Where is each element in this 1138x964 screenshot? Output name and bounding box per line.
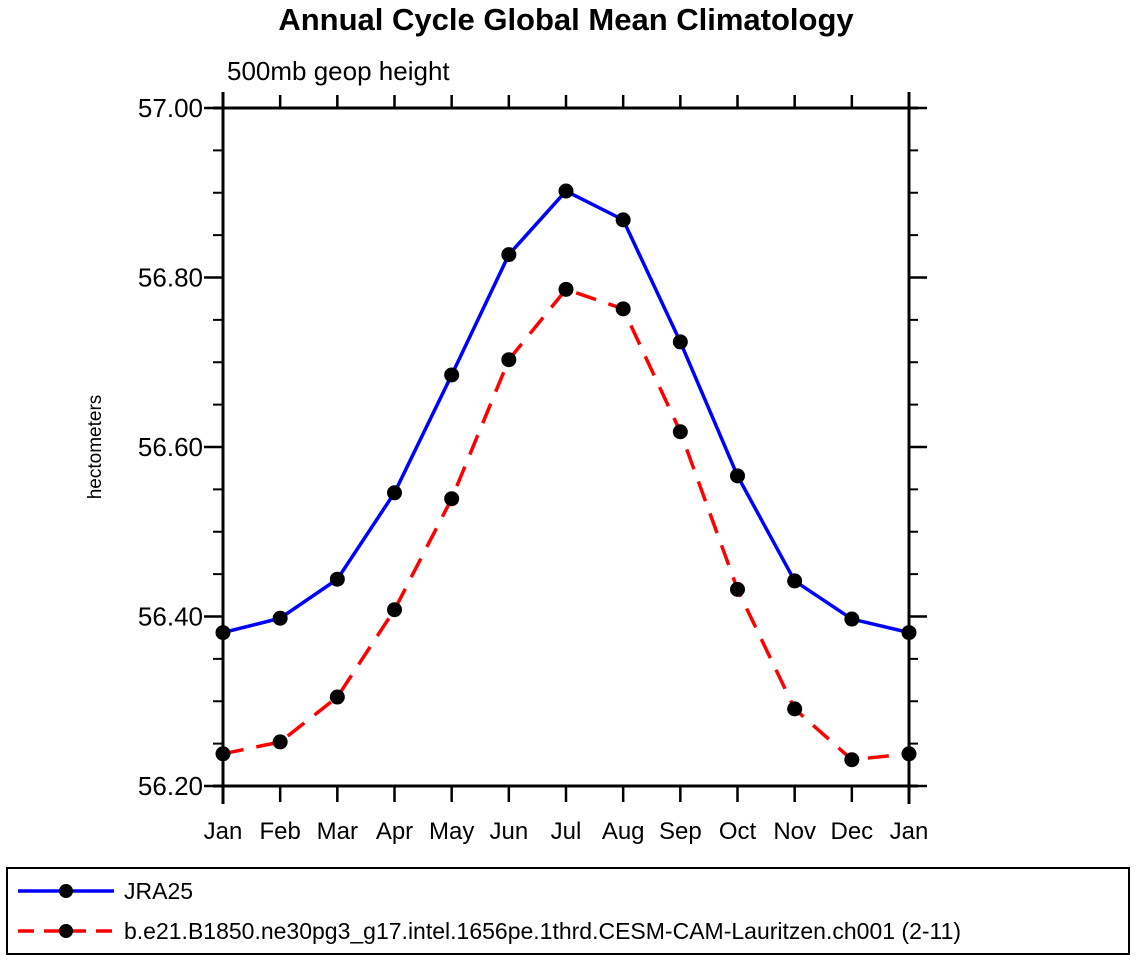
x-tick-label: Oct xyxy=(719,818,757,845)
x-tick-label: Apr xyxy=(376,818,413,845)
y-tick-label: 56.80 xyxy=(138,263,203,293)
data-point-marker xyxy=(387,602,402,618)
x-tick-label: Jul xyxy=(551,818,582,845)
data-point-marker xyxy=(558,281,574,297)
legend-dashed-line-sample xyxy=(18,924,114,938)
data-point-marker xyxy=(615,212,631,228)
legend-marker xyxy=(59,884,73,898)
x-tick-label: Dec xyxy=(830,818,873,845)
legend-marker xyxy=(59,924,73,938)
data-point-marker xyxy=(501,247,517,263)
x-tick-label: Feb xyxy=(259,818,300,845)
chart-title: Annual Cycle Global Mean Climatology xyxy=(278,2,854,37)
legend-item-jra25: JRA25 xyxy=(16,873,1128,909)
data-point-marker xyxy=(901,625,917,641)
x-tick-label: Nov xyxy=(773,818,816,845)
x-tick-label: Jun xyxy=(489,818,528,845)
legend-item-cesm: b.e21.B1850.ne30pg3_g17.intel.1656pe.1th… xyxy=(16,913,1128,949)
y-tick-label: 57.00 xyxy=(138,93,203,123)
data-point-marker xyxy=(215,746,231,762)
data-point-marker xyxy=(730,468,745,484)
legend-label-cesm: b.e21.B1850.ne30pg3_g17.intel.1656pe.1th… xyxy=(124,917,962,944)
y-tick-label: 56.20 xyxy=(138,771,203,801)
data-point-marker xyxy=(558,183,574,199)
data-point-marker xyxy=(444,367,460,383)
data-point-marker xyxy=(615,301,631,317)
data-point-marker xyxy=(901,746,917,762)
data-point-marker xyxy=(215,625,231,641)
data-point-marker xyxy=(672,334,688,350)
chart-subtitle: 500mb geop height xyxy=(227,56,450,86)
data-point-marker xyxy=(272,734,288,750)
x-tick-label: Jan xyxy=(204,818,243,845)
data-point-marker xyxy=(501,352,517,368)
x-tick-label: May xyxy=(429,818,474,845)
x-tick-label: Jan xyxy=(890,818,929,845)
y-tick-label: 56.60 xyxy=(138,432,203,462)
series-line-1 xyxy=(222,287,910,762)
legend-label-jra25: JRA25 xyxy=(124,877,194,904)
data-point-marker xyxy=(844,611,860,627)
data-point-marker xyxy=(387,485,402,501)
legend-solid-line-sample xyxy=(18,884,114,898)
data-point-marker xyxy=(787,701,803,717)
data-point-marker xyxy=(329,689,345,705)
data-point-marker xyxy=(272,610,288,626)
data-point-marker xyxy=(787,573,803,589)
data-point-marker xyxy=(844,752,860,768)
data-point-marker xyxy=(672,424,688,440)
plot-area: Jan Feb Mar Apr May Jun Jul Aug Sep Oct Nov Dec Jan5… xyxy=(138,92,929,845)
x-tick-label: Aug xyxy=(602,818,645,845)
data-point-marker xyxy=(329,571,345,587)
x-tick-label: Sep xyxy=(659,818,702,845)
data-point-marker xyxy=(730,581,745,597)
x-tick-label: Mar xyxy=(317,818,358,845)
data-point-marker xyxy=(444,491,460,507)
legend: JRA25 b.e21.B1850.ne30pg3_g17.intel.1656… xyxy=(6,867,1130,955)
y-tick-label: 56.40 xyxy=(138,602,203,632)
series-line-0 xyxy=(222,188,910,635)
